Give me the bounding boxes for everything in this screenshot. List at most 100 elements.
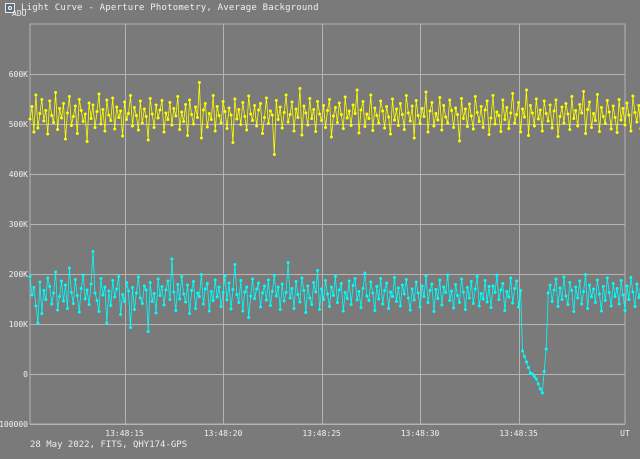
data-point xyxy=(243,115,247,118)
data-point xyxy=(237,108,241,111)
data-point xyxy=(328,98,331,101)
data-point xyxy=(95,299,99,302)
data-point xyxy=(306,123,310,127)
data-point xyxy=(566,112,570,116)
data-point xyxy=(619,118,623,122)
data-point xyxy=(38,112,42,115)
data-point xyxy=(205,282,209,285)
data-point xyxy=(595,93,599,96)
data-point xyxy=(324,279,327,282)
data-point xyxy=(572,117,576,120)
data-point xyxy=(156,277,160,281)
data-point xyxy=(209,118,213,121)
data-point xyxy=(83,112,87,116)
data-point xyxy=(320,287,324,291)
data-point xyxy=(229,307,233,311)
app-icon[interactable] xyxy=(5,3,15,13)
data-point xyxy=(205,125,209,129)
data-point xyxy=(491,94,495,97)
data-point xyxy=(64,137,67,141)
data-point xyxy=(170,257,174,261)
data-point xyxy=(134,291,138,295)
data-point xyxy=(168,101,172,104)
data-point xyxy=(58,107,62,110)
data-point xyxy=(326,292,329,296)
data-point xyxy=(136,128,140,132)
data-point xyxy=(113,127,117,131)
data-point xyxy=(132,106,136,109)
data-point xyxy=(381,302,385,306)
data-point xyxy=(176,283,180,286)
data-point xyxy=(339,282,343,285)
data-point xyxy=(138,99,142,103)
data-point xyxy=(503,118,507,121)
data-point xyxy=(50,114,54,117)
data-point xyxy=(111,96,115,100)
data-point xyxy=(308,296,312,300)
data-point xyxy=(178,297,182,301)
data-point xyxy=(231,288,235,291)
data-point xyxy=(65,111,69,115)
data-point xyxy=(621,107,625,110)
data-point xyxy=(341,127,345,130)
data-point xyxy=(30,293,34,297)
data-point xyxy=(245,128,249,132)
data-point xyxy=(367,299,371,302)
title-bar: Light Curve - Aperture Photometry, Avera… xyxy=(0,0,640,16)
data-point xyxy=(351,284,355,287)
y-axis-labels: 100000 0 100K 200K 300K 400K 500K 600K xyxy=(0,70,28,429)
data-point xyxy=(79,109,83,112)
data-point xyxy=(456,294,459,297)
data-point xyxy=(197,81,201,84)
data-point xyxy=(298,300,302,304)
data-point xyxy=(495,273,499,277)
data-point xyxy=(469,280,473,283)
data-point xyxy=(456,113,459,116)
data-point xyxy=(519,130,523,134)
data-point xyxy=(619,279,623,282)
data-point xyxy=(146,330,150,333)
data-point xyxy=(227,106,231,110)
data-point xyxy=(87,303,91,306)
data-point xyxy=(318,112,322,116)
data-point xyxy=(377,297,381,301)
data-point xyxy=(190,113,194,116)
data-point xyxy=(432,124,436,128)
data-point xyxy=(182,120,186,123)
data-point xyxy=(282,299,286,303)
data-point xyxy=(446,121,450,125)
data-point xyxy=(266,278,270,282)
data-point xyxy=(302,104,306,108)
data-point xyxy=(593,119,597,122)
data-point xyxy=(611,282,615,285)
data-point xyxy=(257,281,260,285)
data-point xyxy=(552,288,556,292)
data-point xyxy=(548,283,552,287)
data-point xyxy=(511,301,515,305)
data-point xyxy=(219,305,223,308)
data-point xyxy=(391,295,394,298)
data-point xyxy=(71,302,75,305)
data-point xyxy=(586,307,590,310)
data-point xyxy=(544,347,548,351)
data-point xyxy=(99,277,103,280)
data-point xyxy=(416,291,420,295)
data-point xyxy=(599,106,603,109)
data-point xyxy=(296,293,300,296)
data-point xyxy=(266,122,270,125)
data-point xyxy=(324,126,327,129)
data-point xyxy=(192,122,195,126)
data-point xyxy=(264,298,268,302)
data-point xyxy=(365,112,369,116)
data-point xyxy=(28,117,32,121)
data-point xyxy=(523,115,526,119)
data-point xyxy=(105,321,109,325)
data-point xyxy=(85,288,89,292)
data-point xyxy=(274,294,278,298)
data-point xyxy=(353,277,357,280)
data-point xyxy=(268,304,272,307)
data-point xyxy=(408,119,412,123)
data-point xyxy=(438,278,442,282)
data-point xyxy=(452,126,456,129)
data-point xyxy=(471,302,475,305)
